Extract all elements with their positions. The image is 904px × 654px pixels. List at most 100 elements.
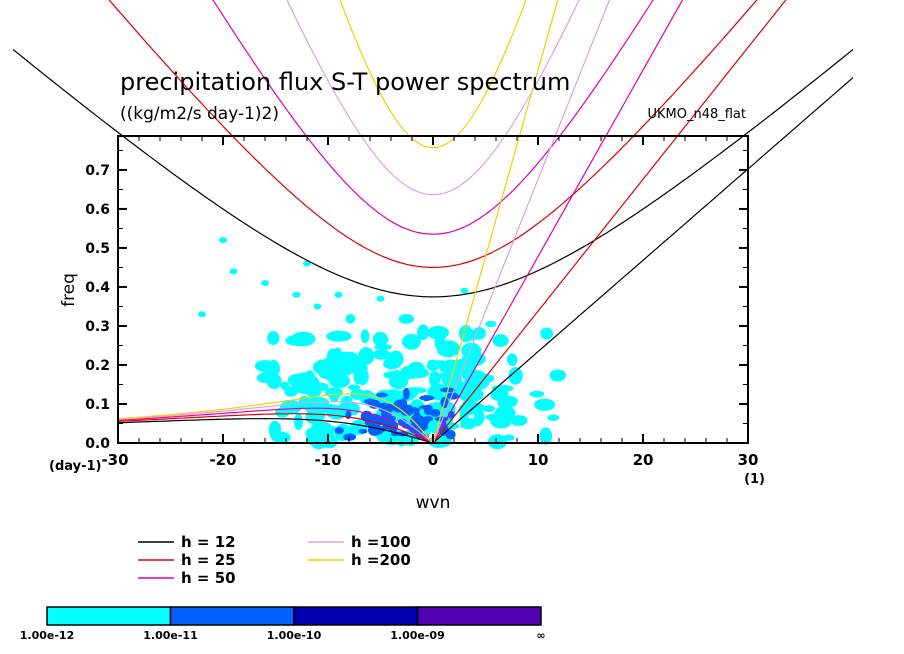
power-cell-level-0 [292, 291, 301, 298]
legend-label: h =100 [351, 533, 411, 551]
power-cell-level-1 [376, 392, 388, 398]
power-cell-level-0 [285, 335, 310, 346]
x-tick-label: 20 [633, 451, 654, 469]
power-cell-level-0 [345, 313, 356, 324]
power-cell-level-1 [367, 424, 382, 436]
power-cell-level-0 [353, 370, 363, 385]
power-cell-level-1 [378, 402, 390, 413]
power-cell-level-0 [280, 381, 290, 390]
power-cell-level-1 [399, 398, 408, 409]
power-cell-level-0 [470, 417, 483, 427]
power-cell-level-0 [386, 389, 402, 398]
power-cell-level-0 [261, 280, 269, 287]
y-tick-label: 0.6 [85, 202, 110, 218]
power-cell-level-0 [460, 287, 469, 294]
power-cell-level-0 [439, 359, 464, 375]
x-tick-label: 0 [428, 451, 438, 469]
power-cell-level-0 [219, 237, 227, 244]
power-cell-level-1 [343, 433, 357, 441]
y-tick-label: 0.7 [85, 163, 110, 179]
chart-subtitle: ((kg/m2/s day-1)2) [120, 104, 279, 124]
colorbar-end-label: ∞ [536, 629, 545, 642]
power-cell-level-0 [417, 324, 430, 341]
power-cell-level-0 [360, 329, 370, 344]
power-cell-level-1 [419, 405, 433, 410]
power-cell-level-0 [434, 332, 445, 351]
legend-label: h =200 [351, 551, 411, 569]
power-cell-level-0 [388, 350, 404, 367]
power-cell-level-0 [540, 327, 554, 340]
power-cell-level-1 [421, 395, 430, 402]
power-cell-level-0 [462, 402, 486, 415]
power-cell-level-0 [313, 303, 322, 310]
y-tick-label: 0.2 [85, 358, 110, 374]
power-cell-level-0 [316, 425, 339, 435]
power-cell-level-0 [462, 329, 480, 341]
dispersion-curve-ig1-h50 [212, 0, 654, 235]
power-cell-level-0 [333, 347, 342, 360]
axis-ticks: -30 -20 -10 0 10 20 30 0.0 0.1 0.2 0.3 0.4 0.5 0.6 0.7 [85, 136, 758, 469]
power-cell-level-0 [372, 331, 389, 347]
y-tick-label: 0.5 [85, 241, 110, 257]
dispersion-curve-er1-h200 [117, 393, 434, 444]
power-cell-level-1 [434, 416, 449, 422]
dispersion-curve-er1-h12 [117, 417, 434, 444]
power-cell-level-1 [422, 416, 434, 422]
power-cell-level-0 [372, 349, 391, 360]
y-tick-label: 0.3 [85, 319, 110, 335]
y-unit-label: (day-1) [49, 459, 101, 474]
power-cell-level-0 [508, 367, 523, 385]
y-tick-label: 0.1 [85, 397, 110, 413]
dispersion-curve-kelvin-h12 [432, 77, 854, 444]
dispersion-curve-kelvin-h200 [432, 0, 559, 444]
colorbar: 1.00e-12 1.00e-11 1.00e-10 1.00e-09 ∞ [20, 606, 546, 642]
power-cell-level-0 [402, 333, 422, 350]
colorbar-label: 1.00e-11 [143, 629, 197, 642]
power-cell-level-0 [429, 370, 441, 388]
power-cell-level-0 [490, 414, 512, 429]
power-cell-level-0 [485, 320, 497, 328]
power-cell-level-0 [303, 260, 311, 267]
legend-label: h = 25 [181, 551, 236, 569]
power-cell-level-1 [368, 399, 381, 409]
power-cell-level-0 [549, 369, 567, 382]
power-cell-level-0 [229, 268, 238, 275]
colorbar-segment [416, 606, 542, 626]
dispersion-curve-kelvin-h50 [432, 0, 684, 444]
power-cell-level-0 [306, 396, 330, 411]
power-cell-level-0 [398, 314, 415, 324]
x-tick-label: -20 [209, 451, 236, 469]
x-tick-label: -10 [314, 451, 341, 469]
y-tick-label: 0.0 [85, 436, 110, 452]
power-cell-level-0 [376, 295, 385, 302]
power-contours [198, 237, 567, 450]
power-cell-level-0 [547, 414, 560, 421]
colorbar-segment [169, 606, 295, 626]
x-tick-label: -30 [101, 451, 128, 469]
power-cell-level-0 [326, 330, 352, 342]
power-cell-level-0 [533, 398, 556, 411]
legend-label: h = 50 [181, 569, 236, 587]
dispersion-curve-er1-h100 [117, 400, 434, 444]
colorbar-label: 1.00e-10 [267, 629, 322, 642]
power-cell-level-0 [198, 311, 206, 318]
power-cell-level-1 [397, 418, 407, 426]
power-cell-level-0 [506, 353, 518, 367]
power-cell-level-0 [357, 347, 375, 365]
power-cell-level-0 [267, 359, 280, 378]
dispersion-curves [12, 0, 854, 444]
power-cell-level-0 [268, 420, 281, 438]
chart-title: precipitation flux S-T power spectrum [120, 68, 570, 96]
y-tick-label: 0.4 [85, 280, 110, 296]
y-axis-label: freq [59, 273, 79, 307]
power-cell-level-0 [275, 407, 290, 418]
x-unit-label: (1) [744, 472, 765, 487]
model-label: UKMO_n48_flat [647, 107, 746, 122]
power-cell-level-1 [387, 420, 399, 433]
colorbar-segment [46, 606, 172, 626]
legend-label: h = 12 [181, 533, 236, 551]
dispersion-curve-ig1-h25 [108, 0, 758, 269]
power-cell-level-0 [332, 364, 353, 377]
power-cell-level-1 [446, 392, 459, 400]
